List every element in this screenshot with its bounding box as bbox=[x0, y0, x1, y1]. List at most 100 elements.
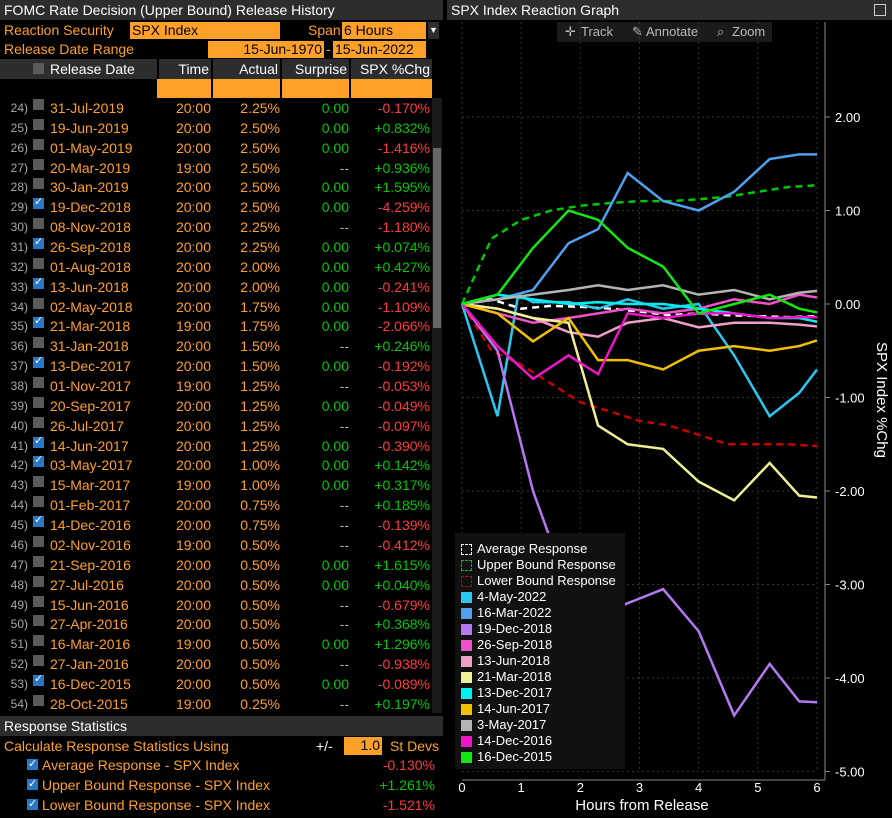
stdev-input[interactable]: 1.0 bbox=[344, 737, 382, 755]
stat-checkbox[interactable] bbox=[27, 794, 38, 814]
table-row[interactable]: 53) 16-Dec-2015 20:00 0.50% 0.00 -0.089% bbox=[0, 670, 432, 695]
table-row[interactable]: 43) 15-Mar-2017 19:00 1.00% 0.00 +0.317% bbox=[0, 476, 432, 496]
table-row[interactable]: 38) 01-Nov-2017 19:00 1.25% -- -0.053% bbox=[0, 377, 432, 397]
row-checkbox[interactable] bbox=[33, 352, 44, 372]
filter-surprise[interactable] bbox=[282, 79, 349, 98]
table-row[interactable]: 48) 27-Jul-2016 20:00 0.50% 0.00 +0.040% bbox=[0, 575, 432, 596]
zoom-button[interactable]: Zoom bbox=[732, 24, 766, 39]
surprise-value: 0.00 bbox=[321, 437, 349, 454]
crosshair-icon[interactable]: ✛ bbox=[565, 24, 576, 39]
col-header-date[interactable]: Release Date bbox=[46, 59, 157, 79]
table-row[interactable]: 26) 01-May-2019 20:00 2.50% 0.00 -1.416% bbox=[0, 138, 432, 159]
table-row[interactable]: 49) 15-Jun-2016 20:00 0.50% -- -0.679% bbox=[0, 595, 432, 616]
row-checkbox[interactable] bbox=[33, 377, 44, 389]
row-checkbox[interactable] bbox=[33, 257, 44, 269]
table-row[interactable]: 31) 26-Sep-2018 20:00 2.25% 0.00 +0.074% bbox=[0, 233, 432, 258]
row-checkbox[interactable] bbox=[33, 396, 44, 408]
row-checkbox[interactable] bbox=[33, 511, 44, 531]
surprise-value: 0.00 bbox=[321, 119, 349, 136]
date-to-input[interactable]: 15-Jun-2022 bbox=[333, 41, 426, 58]
reaction-chart[interactable]: 2.00 1.00 0.00 -1.00 -2.00 -3.00 -4.00 -5.00 0 1 2… bbox=[447, 20, 892, 818]
table-row[interactable]: 45) 14-Dec-2016 20:00 0.75% -- -0.139% bbox=[0, 511, 432, 536]
stat-checkbox[interactable] bbox=[27, 774, 38, 794]
row-checkbox[interactable] bbox=[33, 233, 44, 253]
maximize-icon[interactable] bbox=[874, 4, 886, 16]
table-row[interactable]: 40) 26-Jul-2017 20:00 1.25% -- -0.097% bbox=[0, 416, 432, 437]
table-row[interactable]: 47) 21-Sep-2016 20:00 0.50% 0.00 +1.615% bbox=[0, 555, 432, 576]
row-checkbox[interactable] bbox=[33, 615, 44, 627]
table-row[interactable]: 41) 14-Jun-2017 20:00 1.25% 0.00 -0.390% bbox=[0, 432, 432, 457]
date-from-input[interactable]: 15-Jun-1970 bbox=[208, 41, 324, 58]
row-checkbox[interactable] bbox=[33, 99, 44, 110]
row-checkbox[interactable] bbox=[33, 273, 44, 293]
annotate-button[interactable]: Annotate bbox=[646, 24, 699, 39]
row-checkbox[interactable] bbox=[33, 535, 44, 547]
span-select[interactable]: 6 Hours bbox=[342, 22, 426, 39]
row-checkbox[interactable] bbox=[33, 496, 44, 508]
table-row[interactable]: 35) 21-Mar-2018 19:00 1.75% 0.00 -2.066% bbox=[0, 312, 432, 337]
row-checkbox[interactable] bbox=[33, 575, 44, 587]
row-checkbox[interactable] bbox=[33, 158, 44, 170]
table-row[interactable]: 28) 30-Jan-2019 20:00 2.50% 0.00 +1.595% bbox=[0, 178, 432, 198]
row-checkbox[interactable] bbox=[33, 655, 44, 667]
table-row[interactable]: 27) 20-Mar-2019 19:00 2.50% -- +0.936% bbox=[0, 158, 432, 179]
calc-stats-label: Calculate Response Statistics Using bbox=[4, 738, 229, 754]
col-header-time[interactable]: Time bbox=[159, 59, 211, 79]
row-checkbox[interactable] bbox=[33, 118, 44, 130]
row-checkbox[interactable] bbox=[33, 312, 44, 332]
table-row[interactable]: 54) 28-Oct-2015 19:00 0.25% -- +0.197% bbox=[0, 694, 432, 715]
table-row[interactable]: 30) 08-Nov-2018 20:00 2.25% -- -1.180% bbox=[0, 218, 432, 238]
table-row[interactable]: 42) 03-May-2017 20:00 1.00% 0.00 +0.142% bbox=[0, 451, 432, 476]
select-all-header[interactable] bbox=[0, 59, 46, 79]
select-all-checkbox[interactable] bbox=[33, 63, 44, 74]
row-checkbox[interactable] bbox=[33, 635, 44, 647]
row-checkbox[interactable] bbox=[33, 193, 44, 213]
filter-actual[interactable] bbox=[213, 79, 280, 98]
filter-time[interactable] bbox=[157, 79, 211, 98]
row-checkbox[interactable] bbox=[33, 337, 44, 349]
table-row[interactable]: 50) 27-Apr-2016 20:00 0.50% -- +0.368% bbox=[0, 615, 432, 635]
chevron-down-icon[interactable]: ▼ bbox=[428, 22, 439, 39]
table-row[interactable]: 25) 19-Jun-2019 20:00 2.50% 0.00 +0.832% bbox=[0, 118, 432, 139]
row-checkbox[interactable] bbox=[33, 476, 44, 488]
row-checkbox[interactable] bbox=[33, 432, 44, 451]
scrollbar-thumb[interactable] bbox=[433, 148, 441, 328]
magnifier-icon[interactable]: ⌕ bbox=[717, 24, 725, 39]
col-header-actual[interactable]: Actual bbox=[213, 59, 280, 79]
row-checkbox[interactable] bbox=[33, 555, 44, 567]
table-row[interactable]: 37) 13-Dec-2017 20:00 1.50% 0.00 -0.192% bbox=[0, 352, 432, 377]
stat-checkbox[interactable] bbox=[27, 754, 38, 774]
row-checkbox[interactable] bbox=[33, 416, 44, 428]
table-row[interactable]: 44) 01-Feb-2017 20:00 0.75% -- +0.185% bbox=[0, 496, 432, 516]
reaction-security-input[interactable]: SPX Index bbox=[130, 22, 280, 39]
row-checkbox[interactable] bbox=[33, 297, 44, 309]
track-button[interactable]: Track bbox=[581, 24, 614, 39]
col-header-spx-chg[interactable]: SPX %Chg bbox=[351, 59, 432, 79]
row-checkbox[interactable] bbox=[33, 595, 44, 607]
col-header-surprise[interactable]: Surprise bbox=[282, 59, 349, 79]
surprise-value: 0.00 bbox=[321, 477, 349, 494]
table-row[interactable]: 39) 20-Sep-2017 20:00 1.25% 0.00 -0.049% bbox=[0, 396, 432, 417]
filter-spx-chg[interactable] bbox=[351, 79, 432, 98]
table-row[interactable]: 46) 02-Nov-2016 19:00 0.50% -- -0.412% bbox=[0, 535, 432, 556]
row-checkbox[interactable] bbox=[33, 138, 44, 150]
table-row[interactable]: 32) 01-Aug-2018 20:00 2.00% 0.00 +0.427% bbox=[0, 257, 432, 278]
panel-title-bar: FOMC Rate Decision (Upper Bound) Release… bbox=[0, 0, 443, 20]
table-row[interactable]: 33) 13-Jun-2018 20:00 2.00% 0.00 -0.241% bbox=[0, 273, 432, 298]
row-checkbox[interactable] bbox=[33, 178, 44, 190]
table-row[interactable]: 29) 19-Dec-2018 20:00 2.50% 0.00 -4.259% bbox=[0, 193, 432, 218]
actual-value: 0.50% bbox=[240, 675, 280, 692]
table-row[interactable]: 34) 02-May-2018 20:00 1.75% 0.00 -1.109% bbox=[0, 297, 432, 318]
calc-stats-row: Calculate Response Statistics Using +/- … bbox=[0, 736, 443, 756]
table-scrollbar[interactable] bbox=[432, 98, 442, 713]
table-row[interactable]: 36) 31-Jan-2018 20:00 1.50% -- +0.246% bbox=[0, 337, 432, 357]
row-checkbox[interactable] bbox=[33, 670, 44, 690]
table-row[interactable]: 51) 16-Mar-2016 19:00 0.50% 0.00 +1.296% bbox=[0, 635, 432, 655]
row-checkbox[interactable] bbox=[33, 694, 44, 706]
release-time: 20:00 bbox=[175, 457, 211, 474]
pencil-icon[interactable]: ✎ bbox=[632, 24, 643, 39]
table-row[interactable]: 52) 27-Jan-2016 20:00 0.50% -- -0.938% bbox=[0, 655, 432, 675]
row-checkbox[interactable] bbox=[33, 451, 44, 471]
table-row[interactable]: 24) 31-Jul-2019 20:00 2.25% 0.00 -0.170% bbox=[0, 99, 432, 119]
row-checkbox[interactable] bbox=[33, 218, 44, 230]
